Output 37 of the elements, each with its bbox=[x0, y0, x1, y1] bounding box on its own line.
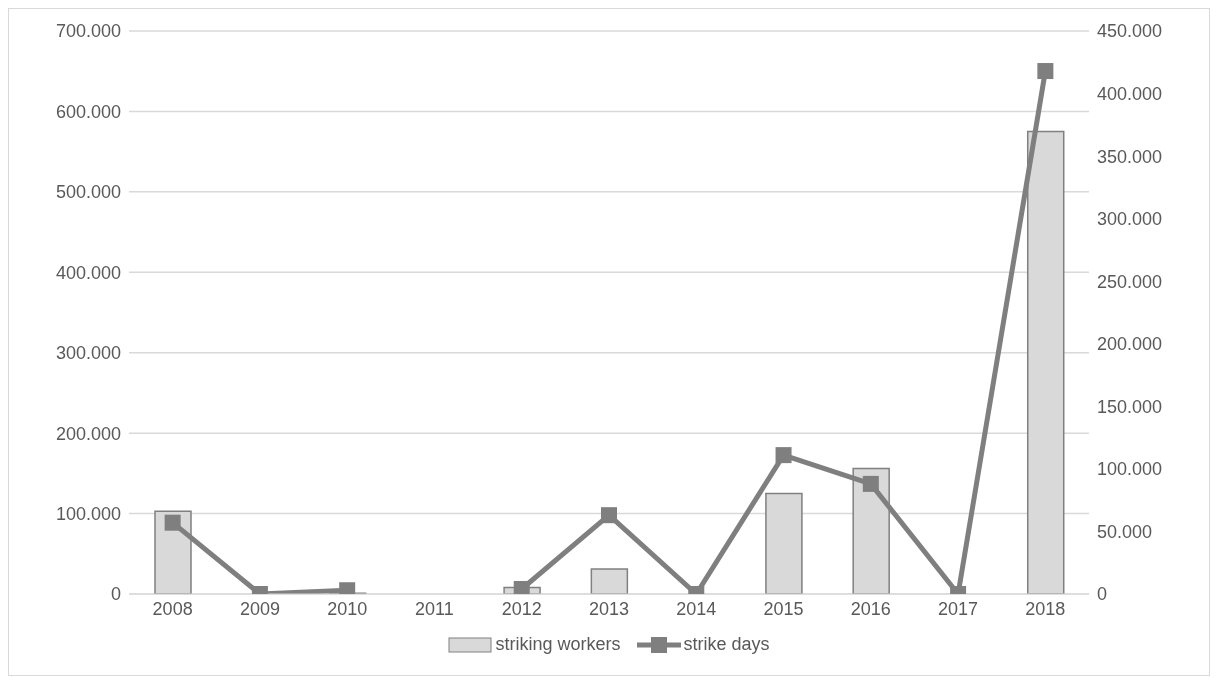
y2-tick-label: 200.000 bbox=[1097, 334, 1163, 355]
y2-tick-label: 250.000 bbox=[1097, 271, 1163, 292]
x-tick-label: 2009 bbox=[239, 598, 280, 619]
y2-tick-label: 150.000 bbox=[1097, 396, 1163, 417]
point bbox=[513, 581, 530, 594]
x-tick-label: 2010 bbox=[327, 598, 368, 619]
x-tick-label: 2015 bbox=[763, 598, 804, 619]
y-tick-label: 600.000 bbox=[55, 101, 121, 122]
x-tick-label: 2013 bbox=[588, 598, 630, 619]
point bbox=[1037, 63, 1054, 80]
y2-tick-label: 450.000 bbox=[1097, 21, 1163, 42]
y2-tick-label: 400.000 bbox=[1097, 83, 1163, 104]
point bbox=[601, 507, 617, 524]
x-tick-label: 2018 bbox=[1025, 598, 1066, 619]
point bbox=[775, 447, 792, 464]
y-tick-label: 100.000 bbox=[55, 503, 121, 524]
point bbox=[164, 514, 181, 531]
point bbox=[862, 475, 879, 492]
y-tick-label: 0 bbox=[110, 584, 121, 605]
y2-tick-label: 350.000 bbox=[1097, 146, 1163, 167]
y2-tick-label: 50.000 bbox=[1097, 521, 1153, 542]
y-tick-label: 400.000 bbox=[55, 262, 121, 283]
y2-tick-label: 300.000 bbox=[1097, 209, 1163, 230]
x-tick-label: 2017 bbox=[938, 598, 979, 619]
y-tick-label: 200.000 bbox=[55, 423, 121, 444]
x-tick-label: 2016 bbox=[850, 598, 891, 619]
legend-label: striking workers bbox=[494, 634, 621, 655]
y-tick-label: 300.000 bbox=[55, 343, 121, 364]
legend-label: strike days bbox=[682, 634, 770, 655]
x-tick-label: 2012 bbox=[501, 598, 542, 619]
x-tick-label: 2014 bbox=[676, 598, 717, 619]
x-tick-label: 2008 bbox=[152, 598, 193, 619]
y-tick-label: 500.000 bbox=[55, 182, 121, 203]
y2-tick-label: 0 bbox=[1097, 584, 1108, 605]
x-tick-label: 2011 bbox=[415, 598, 454, 619]
y-tick-label: 700.000 bbox=[55, 21, 121, 42]
y2-tick-label: 100.000 bbox=[1097, 459, 1163, 480]
